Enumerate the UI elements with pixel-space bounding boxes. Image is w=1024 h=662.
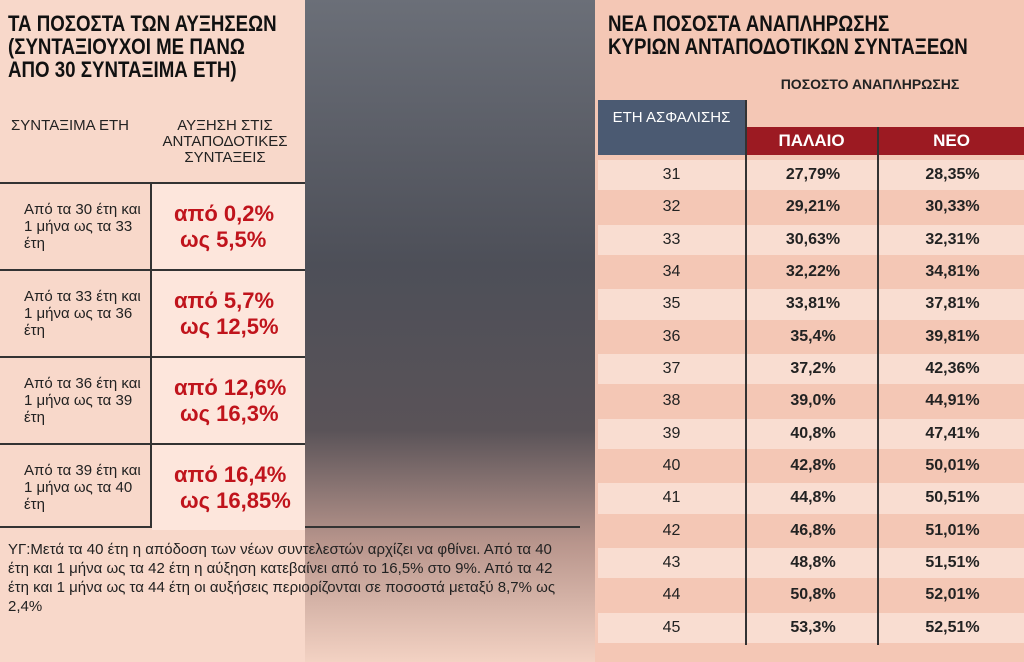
column-header: ΑΥΞΗΣΗ ΣΤΙΣ ΑΝΤΑΠΟΔΟΤΙΚΕΣ ΣΥΝΤΑΞΕΙΣ: [162, 117, 288, 166]
new-rate: 28,35%: [925, 166, 980, 184]
increase-to: ως 5,5%: [180, 226, 267, 252]
column-line: [150, 182, 152, 526]
increase: από 16,4% ως 16,85%: [152, 445, 305, 530]
photo: [305, 0, 597, 662]
group-header: ΠΟΣΟΣΤΟ ΑΝΑΠΛΗΡΩΣΗΣ: [780, 76, 960, 92]
increase-from: από 16,4%: [174, 461, 287, 487]
year-range: Από τα 36 έτη και 1 μήνα ως τα 39 έτη: [24, 375, 141, 426]
year-range: Από τα 33 έτη και 1 μήνα ως τα 36 έτη: [24, 288, 141, 339]
years: 34: [662, 263, 681, 281]
table-row: 39 40,8% 47,41%: [598, 418, 1024, 449]
increase-to: ως 12,5%: [180, 313, 279, 339]
old-rate: 40,8%: [790, 424, 836, 442]
table-row: 42 46,8% 51,01%: [598, 515, 1024, 546]
column-header: ΠΑΛΑΙΟ: [746, 127, 877, 155]
new-rate: 39,81%: [925, 327, 980, 345]
table-row: 40 42,8% 50,01%: [598, 451, 1024, 482]
years: 39: [662, 424, 681, 442]
years: 43: [662, 554, 681, 572]
row-line: [0, 269, 305, 271]
years: 40: [662, 457, 681, 475]
old-rate: 32,22%: [785, 263, 841, 281]
old-rate: 30,63%: [785, 230, 841, 248]
old-rate: 37,2%: [790, 360, 836, 378]
old-rate: 53,3%: [790, 618, 836, 636]
row-line: [0, 356, 305, 358]
increase-from: από 0,2%: [174, 200, 275, 226]
years: 41: [662, 489, 681, 507]
old-rate: 50,8%: [790, 586, 836, 604]
title-line: (ΣΥΝΤΑΞΙΟΥΧΟΙ ΜΕ ΠΑΝΩ: [8, 34, 245, 59]
new-rate: 51,01%: [925, 521, 980, 539]
new-rate: 37,81%: [925, 295, 980, 313]
increase: από 0,2% ως 5,5%: [152, 184, 305, 269]
row-line: [0, 182, 305, 184]
years: 32: [662, 198, 681, 216]
title-line: ΑΠΟ 30 ΣΥΝΤΑΞΙΜΑ ΕΤΗ): [8, 57, 237, 82]
year-range: Από τα 39 έτη και 1 μήνα ως τα 40 έτη: [24, 462, 141, 513]
new-rate: 30,33%: [925, 198, 980, 216]
table-row: 41 44,8% 50,51%: [598, 483, 1024, 514]
new-rate: 50,51%: [925, 489, 980, 507]
new-rate: 44,91%: [925, 392, 980, 410]
column-header: ΕΤΗ ΑΣΦΑΛΙΣΗΣ: [598, 100, 745, 155]
column-line: [877, 127, 879, 645]
table-row: 33 30,63% 32,31%: [598, 224, 1024, 255]
years: 45: [662, 618, 681, 636]
increase: από 12,6% ως 16,3%: [152, 358, 305, 443]
table-row: 32 29,21% 30,33%: [598, 192, 1024, 223]
new-rate: 50,01%: [925, 457, 980, 475]
new-rate: 47,41%: [925, 424, 980, 442]
years: 42: [662, 521, 681, 539]
table-row: 38 39,0% 44,91%: [598, 386, 1024, 417]
increase-from: από 5,7%: [174, 287, 275, 313]
table-row: 34 32,22% 34,81%: [598, 257, 1024, 288]
new-rate: 34,81%: [925, 263, 980, 281]
new-rate: 52,01%: [925, 586, 980, 604]
old-rate: 33,81%: [785, 295, 841, 313]
table-row: 36 35,4% 39,81%: [598, 321, 1024, 352]
years: 33: [662, 230, 681, 248]
old-rate: 29,21%: [785, 198, 841, 216]
new-rate: 32,31%: [925, 230, 980, 248]
old-rate: 48,8%: [790, 554, 836, 572]
years: 37: [662, 360, 681, 378]
increase-to: ως 16,85%: [180, 487, 291, 513]
table-row: 44 50,8% 52,01%: [598, 580, 1024, 611]
years: 36: [662, 327, 681, 345]
old-rate: 35,4%: [790, 327, 836, 345]
row-line: [0, 443, 305, 445]
old-rate: 27,79%: [785, 166, 841, 184]
old-rate: 42,8%: [790, 457, 836, 475]
new-rate: 52,51%: [925, 618, 980, 636]
old-rate: 44,8%: [790, 489, 836, 507]
old-rate: 39,0%: [790, 392, 836, 410]
title-line: ΤΑ ΠΟΣΟΣΤΑ ΤΩΝ ΑΥΞΗΣΕΩΝ: [8, 11, 277, 36]
new-rate: 42,36%: [925, 360, 980, 378]
note: ΥΓ:Μετά τα 40 έτη η απόδοση των νέων συν…: [8, 541, 556, 615]
new-rate: 51,51%: [925, 554, 980, 572]
increase-to: ως 16,3%: [180, 400, 279, 426]
year-range: Από τα 30 έτη και 1 μήνα ως τα 33 έτη: [24, 201, 141, 252]
table-row: 31 27,79% 28,35%: [598, 160, 1024, 191]
column-header: ΣΥΝΤΑΞΙΜΑ ΕΤΗ: [11, 117, 129, 134]
years: 38: [662, 392, 681, 410]
left-title: ΤΑ ΠΟΣΟΣΤΑ ΤΩΝ ΑΥΞΗΣΕΩΝ (ΣΥΝΤΑΞΙΟΥΧΟΙ ΜΕ…: [8, 12, 277, 81]
increase: από 5,7% ως 12,5%: [152, 271, 305, 356]
column-line: [745, 100, 747, 645]
title-line: ΝΕΑ ΠΟΣΟΣΤΑ ΑΝΑΠΛΗΡΩΣΗΣ: [608, 11, 890, 36]
right-title: ΝΕΑ ΠΟΣΟΣΤΑ ΑΝΑΠΛΗΡΩΣΗΣ ΚΥΡΙΩΝ ΑΝΤΑΠΟΔΟΤ…: [608, 12, 968, 58]
increase-from: από 12,6%: [174, 374, 287, 400]
column-header: ΝΕΟ: [879, 127, 1024, 155]
title-line: ΚΥΡΙΩΝ ΑΝΤΑΠΟΔΟΤΙΚΩΝ ΣΥΝΤΑΞΕΩΝ: [608, 34, 968, 59]
years: 44: [662, 586, 681, 604]
table-row: 45 53,3% 52,51%: [598, 612, 1024, 643]
old-rate: 46,8%: [790, 521, 836, 539]
table-row: 35 33,81% 37,81%: [598, 289, 1024, 320]
table-row: 37 37,2% 42,36%: [598, 354, 1024, 385]
years: 35: [662, 295, 681, 313]
table-row: 43 48,8% 51,51%: [598, 548, 1024, 579]
years: 31: [662, 166, 681, 184]
